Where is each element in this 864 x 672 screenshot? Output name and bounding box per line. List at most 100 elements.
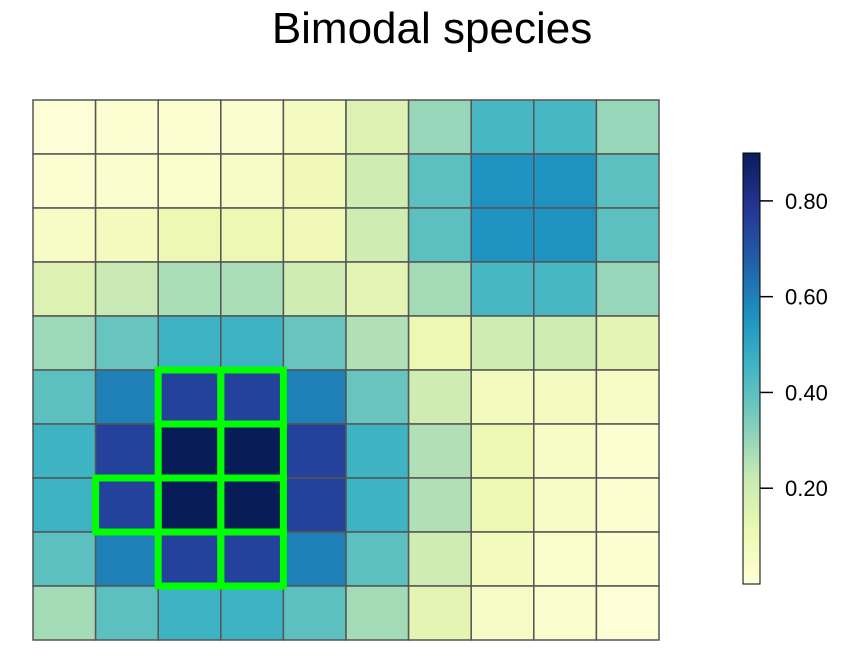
heatmap-cell: [345, 261, 410, 317]
heatmap-cell: [282, 315, 347, 371]
heatmap-cell: [282, 423, 347, 479]
heatmap-cell: [533, 531, 598, 587]
heatmap-cell: [533, 153, 598, 209]
highlight-cell-outline: [217, 528, 287, 590]
heatmap-cell: [94, 315, 159, 371]
heatmap-cell: [470, 153, 535, 209]
heatmap-cell: [282, 585, 347, 641]
heatmap-cell: [407, 585, 472, 641]
heatmap-cell: [220, 315, 285, 371]
heatmap-cell: [533, 369, 598, 425]
heatmap-cell: [94, 153, 159, 209]
heatmap-cell: [282, 531, 347, 587]
heatmap-cell: [157, 99, 222, 155]
heatmap-cell: [157, 369, 222, 425]
heatmap-cell: [407, 315, 472, 371]
heatmap-cell: [220, 261, 285, 317]
heatmap-cell: [157, 207, 222, 263]
heatmap-cell: [157, 423, 222, 479]
heatmap-cell: [220, 153, 285, 209]
heatmap-cell: [345, 369, 410, 425]
heatmap-cell: [282, 477, 347, 533]
heatmap-cell: [595, 261, 660, 317]
heatmap-cell: [32, 423, 97, 479]
heatmap-cell: [94, 585, 159, 641]
heatmap-cell: [282, 369, 347, 425]
heatmap-cell: [595, 477, 660, 533]
heatmap-cell: [407, 153, 472, 209]
heatmap-cell: [220, 423, 285, 479]
heatmap-cell: [595, 153, 660, 209]
heatmap-cell: [94, 261, 159, 317]
heatmap-cell: [470, 315, 535, 371]
heatmap-cell: [595, 99, 660, 155]
highlight-outlines: [92, 366, 287, 590]
heatmap-cell: [345, 99, 410, 155]
heatmap-cell: [595, 531, 660, 587]
heatmap-cell: [533, 585, 598, 641]
heatmap-cell: [282, 153, 347, 209]
heatmap-cell: [407, 531, 472, 587]
heatmap-cell: [470, 261, 535, 317]
heatmap-cell: [595, 369, 660, 425]
heatmap-cell: [32, 261, 97, 317]
heatmap-cell: [32, 315, 97, 371]
heatmap-cell: [533, 99, 598, 155]
heatmap-cell: [32, 207, 97, 263]
heatmap-cell: [157, 261, 222, 317]
heatmap-cell: [470, 423, 535, 479]
heatmap-cell: [345, 531, 410, 587]
heatmap-cell: [407, 207, 472, 263]
heatmap-cell: [32, 369, 97, 425]
heatmap-cell: [282, 207, 347, 263]
heatmap-cell: [533, 423, 598, 479]
heatmap-cell: [220, 99, 285, 155]
heatmap-cell: [32, 531, 97, 587]
heatmap-cell: [533, 207, 598, 263]
heatmap-cell: [32, 585, 97, 641]
heatmap-cell: [595, 207, 660, 263]
heatmap-cell: [345, 315, 410, 371]
heatmap-cell: [345, 153, 410, 209]
heatmap-cell: [220, 207, 285, 263]
heatmap-cell: [157, 153, 222, 209]
heatmap-cell: [470, 207, 535, 263]
heatmap-cell: [94, 423, 159, 479]
colorbar: [742, 152, 761, 585]
heatmap-cell: [595, 315, 660, 371]
heatmap-cell: [470, 99, 535, 155]
heatmap-cell: [470, 369, 535, 425]
heatmap-cell: [533, 315, 598, 371]
heatmap-cell: [345, 585, 410, 641]
heatmap-cell: [32, 477, 97, 533]
colorbar-tick-label: 0.60: [785, 285, 828, 310]
heatmap-cell: [94, 99, 159, 155]
heatmap-cell: [282, 99, 347, 155]
chart-title: Bimodal species: [271, 4, 593, 53]
heatmap-cell: [220, 531, 285, 587]
heatmap-cell: [345, 207, 410, 263]
heatmap-cell: [32, 153, 97, 209]
heatmap-cell: [157, 585, 222, 641]
heatmap-cell: [470, 585, 535, 641]
heatmap-cell: [94, 207, 159, 263]
heatmap-cell: [94, 369, 159, 425]
heatmap-cell: [94, 477, 159, 533]
heatmap-cell: [157, 315, 222, 371]
heatmap-cell: [595, 585, 660, 641]
heatmap-cell: [220, 477, 285, 533]
heatmap-cell: [407, 369, 472, 425]
heatmap-cell: [407, 261, 472, 317]
heatmap-cell: [533, 261, 598, 317]
heatmap-cell: [94, 531, 159, 587]
heatmap-cell: [32, 99, 97, 155]
heatmap-cell: [157, 477, 222, 533]
heatmap-cell: [345, 423, 410, 479]
heatmap-cell: [282, 261, 347, 317]
colorbar-tick-label: 0.80: [785, 189, 828, 214]
heatmap-cell: [470, 531, 535, 587]
heatmap-cell: [345, 477, 410, 533]
heatmap-cell: [220, 369, 285, 425]
heatmap-cell: [595, 423, 660, 479]
